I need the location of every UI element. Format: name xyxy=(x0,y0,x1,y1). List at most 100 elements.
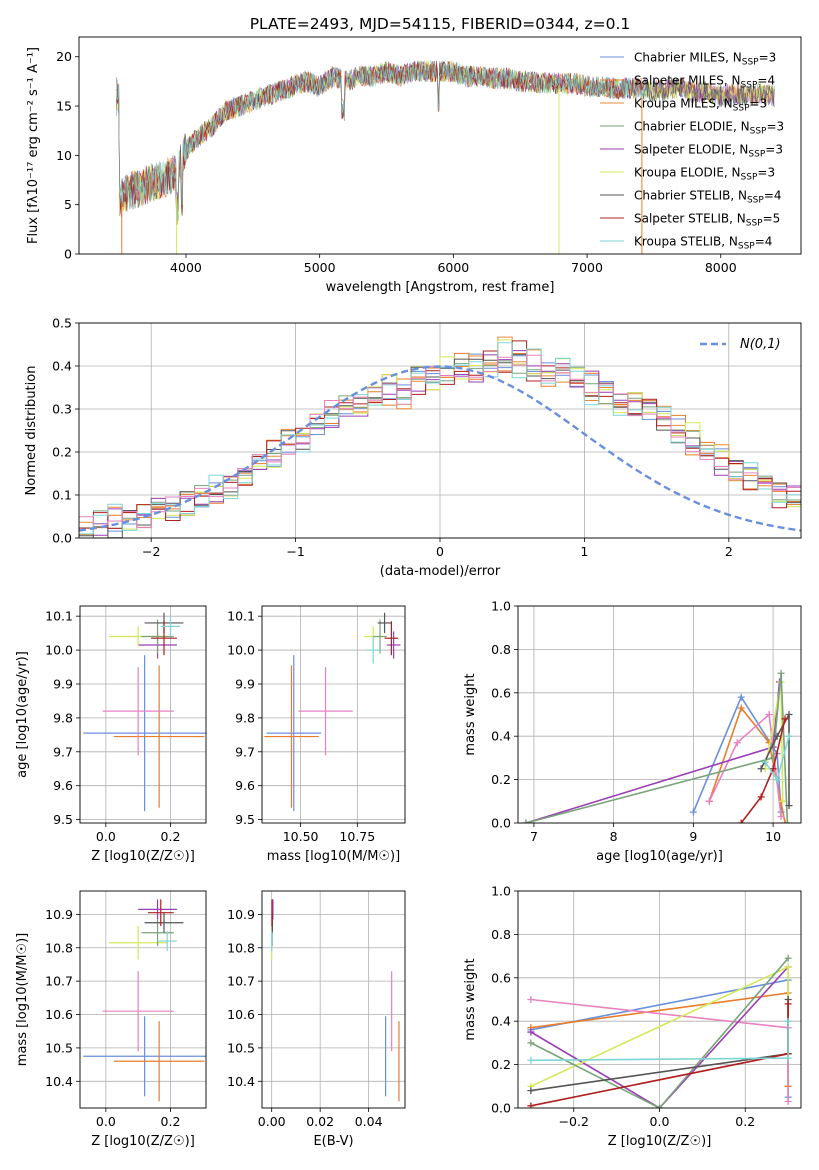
y-tick-label: 15 xyxy=(56,99,72,114)
x-tick-label: 0.2 xyxy=(161,829,181,844)
x-axis-label: (data-model)/error xyxy=(380,564,501,579)
y-tick-label: 0.1 xyxy=(52,488,72,503)
y-tick-label: 10.6 xyxy=(227,1007,255,1022)
y-axis-label: mass weight xyxy=(463,673,478,755)
weight-marker xyxy=(781,715,789,723)
legend-subscript: SSP xyxy=(742,58,759,68)
x-tick-label: 4000 xyxy=(170,260,202,275)
y-tick-label: 10.7 xyxy=(227,974,255,989)
legend-text: Salpeter ELODIE, N xyxy=(634,143,748,157)
legend-text: Kroupa ELODIE, N xyxy=(634,166,741,180)
y-tick-label: 0.4 xyxy=(491,729,511,744)
residuals-panel: −2 −1 0 1 2 0.0 0.1 0.2 0.3 0.4 0.5 (data-model)/er… xyxy=(24,316,802,579)
axes-frame xyxy=(78,322,802,539)
legend-text: =3 xyxy=(759,51,777,65)
x-tick-label: −2 xyxy=(142,544,160,559)
normal-curve xyxy=(79,365,801,532)
age_vs_Z-panel: 0.0 0.2 9.5 9.6 9.7 9.8 9.9 10.0 10.1 Z [log10(Z/… xyxy=(15,605,207,864)
y-tick-label: 1.0 xyxy=(491,599,511,614)
y-axis-label: mass [log10(M/M☉)] xyxy=(15,933,30,1066)
figure-title: PLATE=2493, MJD=54115, FIBERID=0344, z=0… xyxy=(250,15,631,33)
legend-entry: Kroupa STELIB, NSSP=4 xyxy=(634,235,772,252)
x-tick-label: 8000 xyxy=(705,260,737,275)
x-tick-label: 0.0 xyxy=(96,1114,116,1129)
x-axis-label: wavelength [Angstrom, rest frame] xyxy=(326,280,555,295)
weight-marker xyxy=(527,1039,535,1047)
y-tick-label: 10.1 xyxy=(227,609,255,624)
y-tick-label: 1.0 xyxy=(491,884,511,899)
legend-subscript: SSP xyxy=(748,150,765,160)
mass_vs_Z-marks xyxy=(83,899,206,1102)
y-tick-label: 0.2 xyxy=(491,772,511,787)
x-tick-label: 6000 xyxy=(437,260,469,275)
y-tick-label: 10.9 xyxy=(45,907,73,922)
legend-subscript: SSP xyxy=(747,196,764,206)
spectrum-line xyxy=(116,60,775,222)
legend-entry: Salpeter ELODIE, NSSP=3 xyxy=(634,143,783,160)
y-axis-label: Normed distribution xyxy=(24,366,39,496)
legend-entry: Chabrier STELIB, NSSP=4 xyxy=(634,189,782,206)
y-tick-label: 9.5 xyxy=(235,812,255,827)
mass_vs_ebv-marks xyxy=(271,899,400,1102)
x-axis-label: age [log10(age/yr)] xyxy=(596,849,723,864)
y-axis-label: mass weight xyxy=(463,958,478,1040)
x-tick-label: 2 xyxy=(725,544,733,559)
legend-text: =3 xyxy=(750,97,768,111)
y-tick-label: 0.5 xyxy=(52,316,72,331)
weight-marker xyxy=(784,1097,792,1105)
y-tick-label: 9.9 xyxy=(53,676,73,691)
y-tick-label: 10.5 xyxy=(45,1040,73,1055)
legend-text: Salpeter MILES, N xyxy=(634,74,741,88)
weight-marker xyxy=(689,808,697,816)
x-tick-label: 0 xyxy=(436,544,444,559)
legend-text: Salpeter STELIB, N xyxy=(634,212,746,226)
mass_weight_vs_Z-panel: −0.2 0.0 0.2 0.0 0.2 0.4 0.6 0.8 1.0 Z [log10(Z/Z… xyxy=(463,884,802,1149)
legend-text: =4 xyxy=(764,189,782,203)
x-tick-label: 7000 xyxy=(571,260,603,275)
weight-marker xyxy=(781,819,789,823)
y-tick-label: 0.8 xyxy=(491,642,511,657)
legend-entry: Chabrier MILES, NSSP=3 xyxy=(634,51,776,68)
legend-text: Chabrier MILES, N xyxy=(634,51,742,65)
y-tick-label: 9.7 xyxy=(235,744,255,759)
age_vs_mass-panel: 10.50 10.75 9.5 9.6 9.7 9.8 9.9 10.0 10.1 mass [l… xyxy=(227,605,406,864)
legend-entry: Salpeter STELIB, NSSP=5 xyxy=(634,212,780,229)
weight-marker xyxy=(784,1017,792,1025)
legend-entry: Kroupa MILES, NSSP=3 xyxy=(634,97,767,114)
mass_weight_vs_age-marks xyxy=(522,669,793,823)
weight-marker xyxy=(527,1087,535,1095)
y-tick-label: 10 xyxy=(56,148,72,163)
legend-entry: Chabrier ELODIE, NSSP=3 xyxy=(634,120,784,137)
x-axis-label: E(B-V) xyxy=(313,1134,353,1149)
y-tick-label: 9.8 xyxy=(235,710,255,725)
legend-text: =3 xyxy=(765,143,783,157)
residuals-marks xyxy=(79,336,801,538)
y-tick-label: 0.0 xyxy=(52,531,72,546)
weight-line xyxy=(530,957,789,1108)
legend-subscript: SSP xyxy=(733,104,750,114)
x-tick-label: 10 xyxy=(765,829,781,844)
spectrum-panel: 4000 5000 6000 7000 8000 0 5 10 15 20 wavelength [… xyxy=(26,36,802,295)
y-tick-label: 10.9 xyxy=(227,907,255,922)
weight-line xyxy=(692,695,782,813)
legend-subscript: SSP xyxy=(741,81,758,91)
x-tick-label: 0.0 xyxy=(96,829,116,844)
x-tick-label: −1 xyxy=(286,544,304,559)
weight-marker xyxy=(761,758,769,766)
x-tick-label: 0.02 xyxy=(306,1114,334,1129)
weight-marker xyxy=(783,819,791,823)
legend-text: =3 xyxy=(757,166,775,180)
x-axis-label: Z [log10(Z/Z☉)] xyxy=(91,1134,195,1149)
histogram-legend: N(0,1) xyxy=(700,337,781,352)
axes-frame xyxy=(79,605,207,824)
legend-text: =3 xyxy=(766,120,784,134)
axes-frame xyxy=(78,36,802,255)
weight-marker xyxy=(527,1102,535,1108)
weight-marker xyxy=(737,819,745,823)
x-tick-label: 0.0 xyxy=(650,1114,670,1129)
weight-marker xyxy=(527,996,535,1003)
y-tick-label: 0.0 xyxy=(491,1101,511,1116)
histogram-series xyxy=(79,354,801,529)
y-tick-label: 9.9 xyxy=(235,676,255,691)
